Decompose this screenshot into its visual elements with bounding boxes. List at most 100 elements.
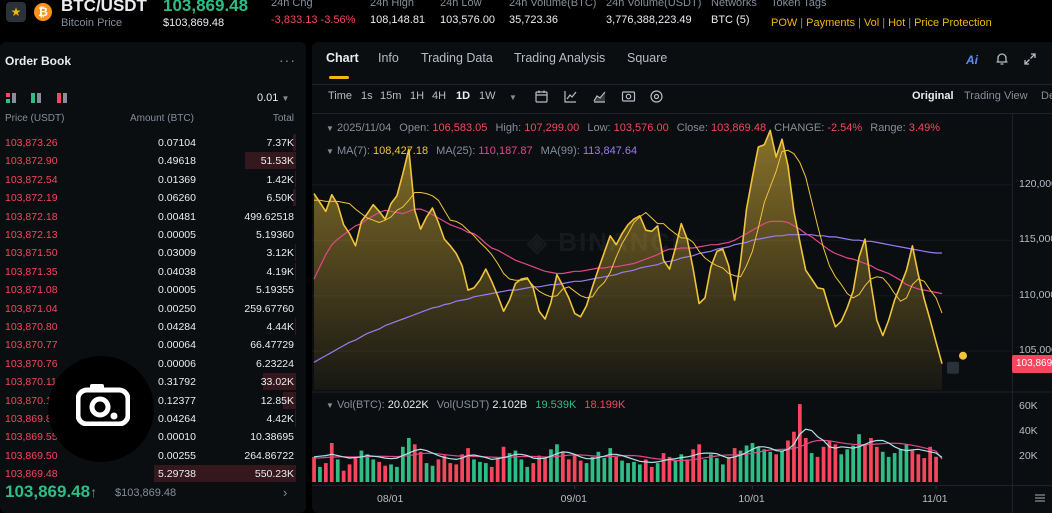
time-axis-label: 09/01 <box>560 493 587 505</box>
timeframe-more-chevron-icon[interactable]: ▼ <box>509 93 517 102</box>
favorite-star-icon[interactable]: ★ <box>6 2 26 22</box>
timeframe-1d[interactable]: 1D <box>456 90 471 102</box>
timeframe-1s[interactable]: 1s <box>361 90 373 102</box>
stat-value[interactable]: BTC (5) <box>711 14 750 26</box>
view-depth[interactable]: De <box>1041 90 1052 102</box>
volume-bar <box>353 458 358 482</box>
stat-24h-low: 24h Low 103,576.00 <box>440 0 495 26</box>
stat-value: 35,723.36 <box>509 14 558 26</box>
order-book-row[interactable]: 103,870.11 0.31792 33.02K <box>0 373 306 391</box>
google-lens-camera-icon[interactable] <box>76 382 130 426</box>
more-options-icon[interactable]: ··· <box>279 52 296 68</box>
tag-pow[interactable]: POW <box>771 17 798 29</box>
ohlc-low: 103,576.00 <box>613 122 669 134</box>
screenshot-icon[interactable] <box>621 89 636 104</box>
pair-symbol[interactable]: BTC/USDT <box>61 0 147 15</box>
timeframe-15m[interactable]: 15m <box>380 90 402 102</box>
timeframe-4h[interactable]: 4H <box>432 90 447 102</box>
collapse-chevron-icon[interactable]: ▼ <box>326 124 334 133</box>
timeframe-time[interactable]: Time <box>328 90 353 102</box>
volume-bar <box>673 460 678 482</box>
order-price: 103,869.81 <box>5 413 58 425</box>
volume-bar <box>875 446 879 482</box>
order-book-row[interactable]: 103,872.90 0.49618 51.53K <box>0 152 306 170</box>
stat-networks[interactable]: Networks BTC (5) <box>711 0 757 26</box>
tab-chart[interactable]: Chart <box>326 51 359 65</box>
order-total: 4.42K <box>266 413 294 425</box>
volume-bar <box>851 445 855 482</box>
order-book-row[interactable]: 103,870.76 0.00006 6.23224 <box>0 355 306 373</box>
view-both-icon[interactable] <box>6 93 16 103</box>
tag-vol[interactable]: Vol <box>863 17 880 29</box>
order-book-row[interactable]: 103,869.48 5.29738 550.23K <box>0 465 306 483</box>
order-book-row[interactable]: 103,869.55 0.00010 10.38695 <box>0 428 306 446</box>
pair-subtitle-link[interactable]: Bitcoin Price <box>61 17 123 29</box>
volume-axis-label: 40K <box>1019 424 1038 437</box>
settings-icon[interactable] <box>649 89 664 104</box>
calendar-icon[interactable] <box>534 89 549 104</box>
order-book-row[interactable]: 103,872.18 0.00481 499.62518 <box>0 208 306 226</box>
ohlc-low-label: Low: <box>587 122 611 134</box>
order-book-row[interactable]: 103,870.10 0.12377 12.85K <box>0 391 306 410</box>
order-book-row[interactable]: 103,869.50 0.00255 264.86722 <box>0 447 306 465</box>
collapse-chevron-icon[interactable]: ▼ <box>326 147 334 156</box>
order-book-row[interactable]: 103,871.04 0.00250 259.67760 <box>0 300 306 318</box>
view-trading-view[interactable]: Trading View <box>964 90 1028 102</box>
ma7-label: MA(7): <box>336 145 370 157</box>
tab-info[interactable]: Info <box>378 51 399 65</box>
precision-select[interactable]: 0.01 ▼ <box>257 92 289 104</box>
order-book-row[interactable]: 103,870.77 0.00064 66.47729 <box>0 336 306 354</box>
indicator-icon[interactable] <box>563 89 578 104</box>
volume-bar <box>543 458 547 482</box>
volume-bar <box>335 459 340 482</box>
chart-type-icon[interactable] <box>592 89 607 104</box>
bell-icon[interactable] <box>995 52 1009 66</box>
time-axis-label: 08/01 <box>377 493 404 505</box>
y-axis-divider <box>1012 114 1013 513</box>
tag-hot[interactable]: Hot <box>888 17 906 29</box>
order-book-row[interactable]: 103,873.26 0.07104 7.37K <box>0 134 306 152</box>
view-bids-icon[interactable] <box>31 93 41 103</box>
order-total: 10.38695 <box>250 431 294 444</box>
last-price-marker-icon <box>947 361 959 374</box>
price-chart[interactable] <box>312 42 1052 513</box>
ai-icon[interactable]: Ai <box>966 53 978 67</box>
volume-bar <box>549 449 553 482</box>
tag-price-protection[interactable]: Price Protection <box>914 17 992 29</box>
last-price-value: 103,869.48 <box>5 482 91 501</box>
order-amount: 0.03009 <box>158 247 196 260</box>
order-book-row[interactable]: 103,871.08 0.00005 5.19355 <box>0 281 306 299</box>
collapse-chevron-icon[interactable]: ▼ <box>326 401 334 410</box>
order-price: 103,870.77 <box>5 339 58 352</box>
volume-bar <box>768 451 773 482</box>
volume-bar <box>590 456 595 482</box>
tag-payments[interactable]: Payments <box>806 17 856 29</box>
order-book-row[interactable]: 103,869.81 0.04264 4.42K <box>0 410 306 428</box>
order-price: 103,870.11 <box>5 376 57 389</box>
order-book-row[interactable]: 103,870.80 0.04284 4.44K <box>0 318 306 336</box>
order-book-row[interactable]: 103,872.54 0.01369 1.42K <box>0 170 306 189</box>
order-book-row[interactable]: 103,872.13 0.00005 5.19360 <box>0 226 306 244</box>
tab-square[interactable]: Square <box>627 51 668 65</box>
tab-trading-data[interactable]: Trading Data <box>421 51 493 65</box>
lens-overlay[interactable] <box>48 356 154 462</box>
order-total: 259.67760 <box>244 302 294 315</box>
expand-icon[interactable] <box>1023 52 1037 66</box>
depth-bar <box>263 373 296 391</box>
tab-trading-analysis[interactable]: Trading Analysis <box>514 51 606 65</box>
order-book-row[interactable]: 103,871.35 0.04038 4.19K <box>0 262 306 281</box>
volume-bar <box>649 466 654 482</box>
order-book-row[interactable]: 103,872.19 0.06260 6.50K <box>0 189 306 207</box>
view-asks-icon[interactable] <box>57 93 67 103</box>
axis-settings-icon[interactable] <box>1034 492 1046 504</box>
view-original[interactable]: Original <box>912 90 954 102</box>
order-amount: 5.29738 <box>158 468 196 481</box>
timeframe-1h[interactable]: 1H <box>410 90 425 102</box>
order-book-row[interactable]: 103,871.50 0.03009 3.12K <box>0 244 306 262</box>
chevron-right-icon[interactable]: › <box>283 485 288 500</box>
volume-bar <box>922 458 927 482</box>
orderbook-last-price[interactable]: 103,869.48↑ <box>5 482 97 502</box>
stat-label: Networks <box>711 0 757 9</box>
timeframe-1w[interactable]: 1W <box>479 90 496 102</box>
order-price: 103,869.55 <box>5 431 58 444</box>
